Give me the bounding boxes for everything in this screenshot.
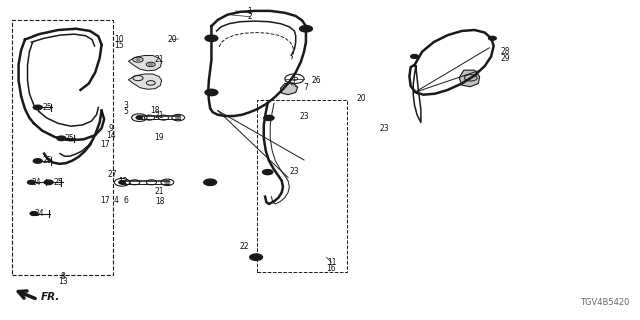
Circle shape — [149, 63, 153, 65]
Circle shape — [33, 159, 42, 163]
Text: 5: 5 — [124, 107, 128, 116]
Text: 19: 19 — [154, 132, 164, 141]
Text: 9: 9 — [108, 124, 113, 133]
Circle shape — [175, 116, 180, 119]
Text: TGV4B5420: TGV4B5420 — [580, 298, 630, 307]
Circle shape — [119, 181, 125, 184]
Text: 18: 18 — [150, 106, 160, 115]
Text: 28: 28 — [500, 47, 510, 56]
Text: 3: 3 — [124, 101, 128, 110]
Text: 4: 4 — [113, 196, 118, 205]
Circle shape — [262, 170, 273, 175]
Circle shape — [33, 105, 42, 110]
Circle shape — [165, 181, 170, 184]
Circle shape — [30, 212, 38, 215]
Polygon shape — [129, 55, 162, 71]
Text: 27: 27 — [108, 171, 117, 180]
Text: 6: 6 — [124, 196, 128, 205]
Text: 14: 14 — [106, 131, 115, 140]
Text: 18: 18 — [156, 197, 165, 206]
Circle shape — [250, 254, 262, 260]
Text: 26: 26 — [312, 76, 322, 85]
Circle shape — [488, 36, 496, 40]
Text: 20: 20 — [356, 94, 366, 103]
Text: 2: 2 — [248, 12, 252, 21]
Circle shape — [264, 116, 274, 121]
Text: 12: 12 — [118, 177, 128, 186]
Circle shape — [300, 26, 312, 32]
Text: 15: 15 — [114, 41, 124, 51]
Text: 21: 21 — [154, 55, 164, 64]
Text: 1: 1 — [248, 7, 252, 16]
Text: 21: 21 — [154, 187, 164, 196]
Text: 8: 8 — [61, 272, 66, 281]
Text: 17: 17 — [100, 140, 109, 149]
Circle shape — [136, 59, 140, 60]
Text: 22: 22 — [240, 242, 250, 251]
Text: 25: 25 — [42, 156, 52, 165]
Polygon shape — [129, 74, 162, 89]
Text: 25: 25 — [65, 134, 74, 143]
Circle shape — [44, 180, 53, 185]
Text: 16: 16 — [326, 264, 336, 273]
Text: 23: 23 — [379, 124, 388, 132]
Text: 23: 23 — [300, 112, 309, 121]
Text: 24: 24 — [31, 178, 40, 187]
Text: 7: 7 — [303, 83, 308, 92]
Text: 17: 17 — [100, 196, 109, 205]
Text: FR.: FR. — [40, 292, 60, 302]
Polygon shape — [460, 70, 479, 87]
Text: 29: 29 — [500, 53, 510, 62]
Text: 25: 25 — [53, 178, 63, 187]
Text: 11: 11 — [327, 258, 336, 267]
Bar — [12, 20, 113, 275]
Polygon shape — [280, 83, 298, 95]
Text: 20: 20 — [167, 35, 177, 44]
Circle shape — [205, 35, 218, 42]
Text: 25: 25 — [42, 103, 52, 112]
Text: 13: 13 — [58, 277, 68, 286]
Circle shape — [204, 179, 216, 186]
Text: 21: 21 — [154, 111, 164, 120]
Text: 23: 23 — [290, 167, 300, 176]
Circle shape — [205, 89, 218, 96]
Circle shape — [136, 116, 143, 119]
Text: 24: 24 — [34, 209, 44, 218]
Bar — [257, 100, 347, 272]
Text: 10: 10 — [114, 35, 124, 44]
Circle shape — [28, 180, 35, 184]
Circle shape — [57, 136, 66, 140]
Circle shape — [411, 54, 419, 58]
